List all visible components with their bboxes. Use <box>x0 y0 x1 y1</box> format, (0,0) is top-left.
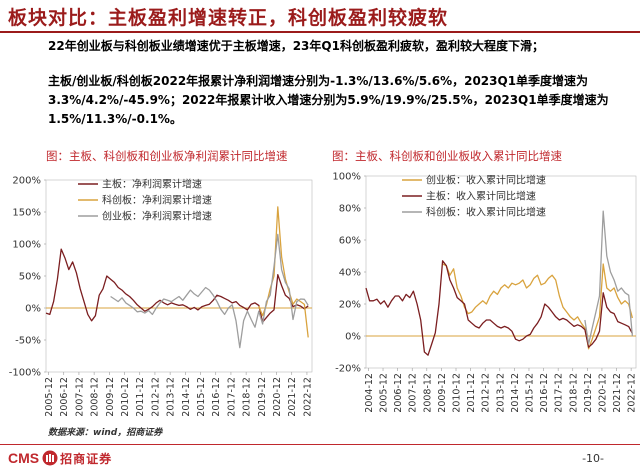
legend-label: 科创板：净利润累计增速 <box>102 194 212 207</box>
x-tick-label: 2021-12 <box>287 377 298 417</box>
y-tick-label: 60% <box>339 236 361 247</box>
x-tick-label: 2006-12 <box>59 377 70 417</box>
series-line <box>110 233 309 349</box>
y-tick-label: 200% <box>12 176 41 187</box>
x-tick-label: 2020-12 <box>272 377 283 417</box>
chart-title-profit: 图：主板、科创板和创业板净利润累计同比增速 <box>46 149 288 163</box>
x-tick-label: 2010-12 <box>452 373 463 413</box>
page-number: -10- <box>582 452 604 465</box>
profit-growth-chart: -100% -50% 0% 50% 100% 150% 200% 2005-12 2006-12… <box>9 176 314 417</box>
x-tick-label: 2017-12 <box>226 377 237 417</box>
x-tick-label: 2011-12 <box>466 373 477 413</box>
legend-label: 主板：净利润累计增速 <box>102 178 202 191</box>
x-tick-label: 2008-12 <box>422 373 433 413</box>
x-tick-label: 2021-12 <box>612 373 623 413</box>
page-title: 板块对比：主板盈利增速转正，科创板盈利较疲软 <box>8 7 449 29</box>
title-divider <box>0 31 640 33</box>
x-tick-label: 2015-12 <box>196 377 207 417</box>
legend-label: 创业板：收入累计同比增速 <box>426 174 546 187</box>
revenue-growth-chart: -20% 0% 20% 40% 60% 80% 100% 2004-12 2005-12 2006… <box>332 172 638 413</box>
y-tick-label: 0% <box>345 332 361 343</box>
y-tick-label: 40% <box>339 268 361 279</box>
x-tick-label: 2019-12 <box>583 373 594 413</box>
x-tick-label: 2005-12 <box>44 377 55 417</box>
x-tick-label: 2013-12 <box>495 373 506 413</box>
legend-label: 主板：收入累计同比增速 <box>426 190 536 203</box>
y-tick-label: 100% <box>12 240 41 251</box>
x-tick-label: 2014-12 <box>181 377 192 417</box>
x-tick-label: 2022-12 <box>627 373 638 413</box>
x-tick-label: 2007-12 <box>74 377 85 417</box>
data-source-note: 数据来源：wind，招商证券 <box>48 428 163 438</box>
summary-paragraph-1: 22年创业板与科创板业绩增速优于主板增速，23年Q1科创板盈利疲软，盈利较大程度… <box>48 39 544 53</box>
y-tick-label: -20% <box>335 364 361 375</box>
x-tick-label: 2015-12 <box>524 373 535 413</box>
legend-label: 创业板：净利润累计增速 <box>102 210 212 223</box>
series-line <box>365 260 633 356</box>
x-tick-label: 2018-12 <box>568 373 579 413</box>
x-tick-label: 2020-12 <box>597 373 608 413</box>
chart-title-revenue: 图：主板、科创板和创业板收入累计同比增速 <box>332 149 562 163</box>
x-tick-label: 2005-12 <box>379 373 390 413</box>
x-tick-label: 2010-12 <box>120 377 131 417</box>
x-tick-label: 2012-12 <box>150 377 161 417</box>
y-tick-label: 100% <box>332 172 361 183</box>
series-line <box>45 248 309 323</box>
x-tick-label: 2006-12 <box>393 373 404 413</box>
logo-text: CMS <box>8 450 40 466</box>
x-tick-label: 2009-12 <box>437 373 448 413</box>
series-line <box>258 206 309 338</box>
x-tick-label: 2022-12 <box>302 377 313 417</box>
logo-emblem-icon <box>42 450 58 466</box>
x-tick-label: 2004-12 <box>364 373 375 413</box>
y-tick-label: 50% <box>19 272 41 283</box>
company-name: 招商证券 <box>60 451 113 466</box>
x-tick-label: 2012-12 <box>481 373 492 413</box>
y-tick-label: 150% <box>12 208 41 219</box>
series-line <box>442 263 634 350</box>
footer-divider <box>0 444 640 445</box>
x-tick-label: 2013-12 <box>166 377 177 417</box>
x-tick-label: 2017-12 <box>554 373 565 413</box>
y-tick-label: 80% <box>339 204 361 215</box>
x-tick-label: 2008-12 <box>90 377 101 417</box>
x-tick-label: 2011-12 <box>135 377 146 417</box>
company-logo: CMS 招商证券 <box>8 449 112 467</box>
y-tick-label: 20% <box>339 300 361 311</box>
x-tick-label: 2007-12 <box>408 373 419 413</box>
summary-paragraph-2: 主板/创业板/科创板2022年报累计净利润增速分别为-1.3%/13.6%/5.… <box>48 74 609 126</box>
y-tick-label: 0% <box>25 304 41 315</box>
y-tick-label: -100% <box>9 368 41 379</box>
x-tick-label: 2016-12 <box>211 377 222 417</box>
y-tick-label: -50% <box>15 336 41 347</box>
x-tick-label: 2019-12 <box>257 377 268 417</box>
x-tick-label: 2014-12 <box>510 373 521 413</box>
series-line <box>584 210 634 345</box>
x-tick-label: 2009-12 <box>105 377 116 417</box>
legend-label: 科创板：收入累计同比增速 <box>426 206 546 219</box>
x-tick-label: 2018-12 <box>242 377 253 417</box>
x-tick-label: 2016-12 <box>539 373 550 413</box>
